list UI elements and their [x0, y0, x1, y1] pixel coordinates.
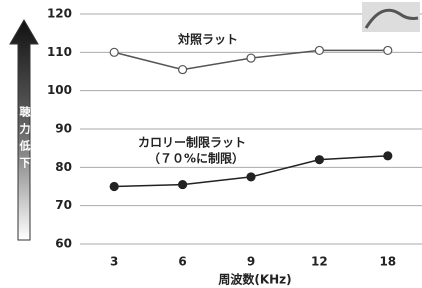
chart: 聴力低下 対照ラット カロリー制限ラット （７０%に制限） 周波数(KHz) 6…	[0, 0, 422, 288]
annotation: （７０%に制限）	[148, 151, 244, 166]
data-point	[247, 173, 255, 181]
x-tick-label: 3	[110, 255, 118, 269]
data-point	[110, 48, 118, 56]
x-tick-label: 9	[247, 255, 255, 269]
x-tick-label: 18	[379, 255, 396, 269]
arrow-label: 聴力低下	[18, 105, 32, 174]
data-point	[315, 156, 323, 164]
data-point	[247, 54, 255, 62]
data-point	[384, 46, 392, 54]
data-point	[110, 183, 118, 191]
x-tick-label: 6	[178, 255, 186, 269]
data-point	[315, 46, 323, 54]
y-tick-label: 80	[55, 160, 72, 174]
y-tick-label: 60	[55, 237, 72, 251]
y-tick-label: 100	[47, 83, 72, 97]
data-point	[179, 66, 187, 74]
y-tick-label: 70	[55, 198, 72, 212]
y-tick-label: 110	[47, 45, 72, 59]
data-point	[179, 181, 187, 189]
y-tick-label: 120	[47, 7, 72, 21]
series-label: 対照ラット	[177, 32, 238, 47]
x-axis-title: 周波数(KHz)	[218, 272, 291, 287]
y-tick-label: 90	[55, 122, 72, 136]
data-point	[384, 152, 392, 160]
x-tick-label: 12	[311, 255, 328, 269]
series-label: カロリー制限ラット	[138, 135, 246, 150]
